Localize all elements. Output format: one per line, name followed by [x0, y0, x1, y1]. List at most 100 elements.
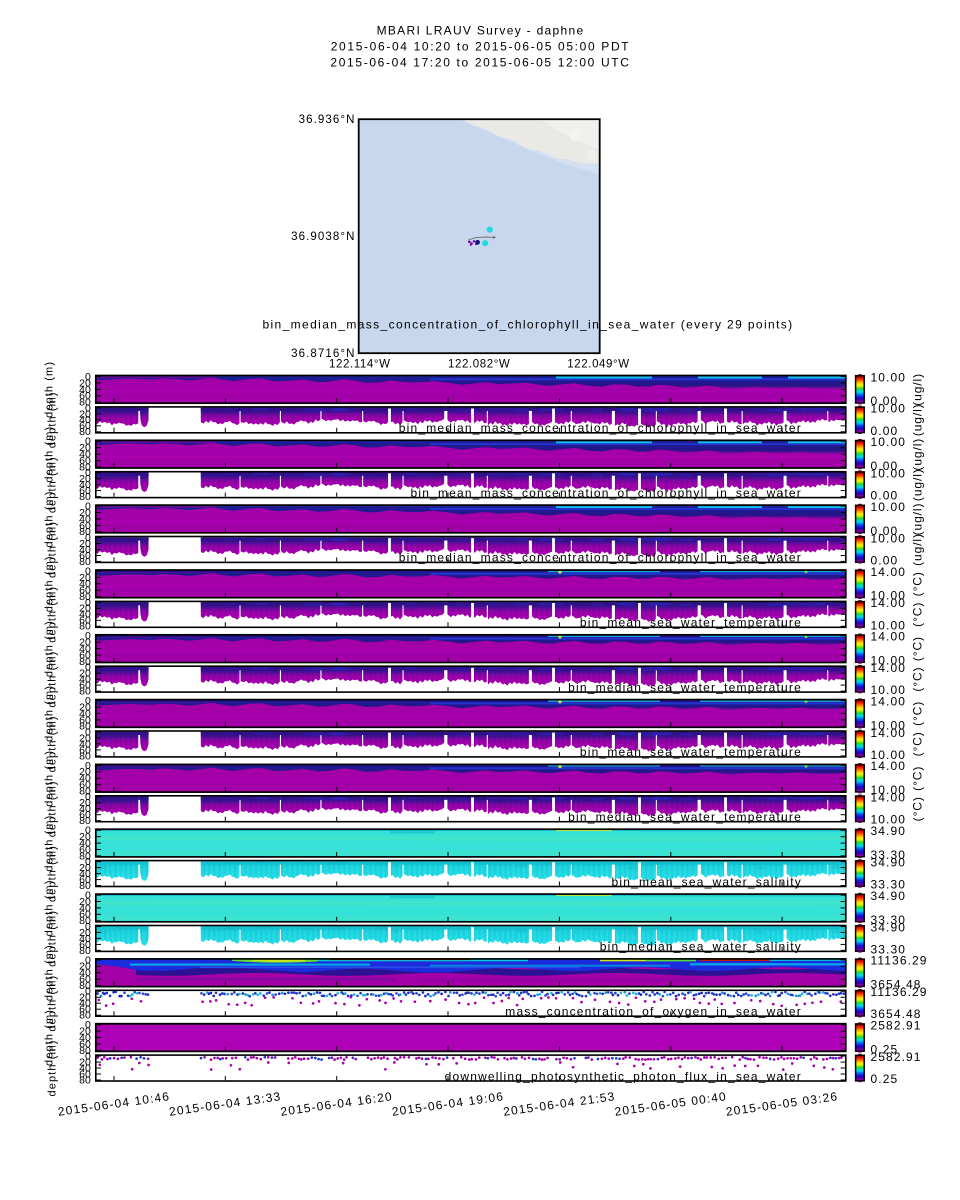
svg-text:10.00: 10.00 — [871, 589, 907, 603]
svg-text:bin_median_sea_water_salinity: bin_median_sea_water_salinity — [600, 940, 802, 954]
svg-text:34.90: 34.90 — [871, 824, 907, 838]
svg-text:40: 40 — [79, 479, 91, 491]
svg-text:60: 60 — [79, 939, 91, 951]
svg-text:bin_median_sea_water_temperatu: bin_median_sea_water_temperature — [568, 810, 802, 824]
svg-text:depth (m): depth (m) — [44, 815, 56, 872]
svg-text:MBARI LRAUV Survey - daphne: MBARI LRAUV Survey - daphne — [377, 24, 585, 38]
svg-text:0.00: 0.00 — [871, 489, 899, 503]
svg-text:0: 0 — [85, 630, 91, 642]
svg-text:40: 40 — [79, 544, 91, 556]
svg-text:20: 20 — [79, 732, 91, 744]
svg-text:depth (m): depth (m) — [47, 651, 59, 708]
svg-text:0: 0 — [85, 954, 91, 966]
svg-text:0.00: 0.00 — [871, 524, 899, 538]
svg-text:60: 60 — [79, 550, 91, 562]
svg-text:depth (m): depth (m) — [47, 845, 59, 902]
svg-text:10.00: 10.00 — [871, 467, 907, 481]
svg-text:(°C): (°C) — [911, 602, 925, 627]
svg-text:bin_mean_sea_water_salinity: bin_mean_sea_water_salinity — [612, 875, 803, 889]
svg-text:20: 20 — [79, 572, 91, 584]
svg-text:20: 20 — [79, 896, 91, 908]
svg-text:0: 0 — [85, 856, 91, 868]
svg-text:bin_mean_sea_water_temperature: bin_mean_sea_water_temperature — [580, 745, 802, 759]
svg-text:60: 60 — [79, 420, 91, 432]
svg-text:40: 40 — [79, 773, 91, 785]
svg-text:bin_median_mass_concentration_: bin_median_mass_concentration_of_chlorop… — [399, 551, 802, 565]
svg-text:60: 60 — [79, 520, 91, 532]
svg-text:depth (m): depth (m) — [47, 780, 59, 837]
svg-text:10.00: 10.00 — [871, 718, 907, 732]
svg-text:10.00: 10.00 — [871, 783, 907, 797]
svg-text:depth (m): depth (m) — [47, 456, 59, 513]
svg-text:(°C): (°C) — [911, 766, 925, 791]
svg-text:depth (m): depth (m) — [47, 521, 59, 578]
svg-text:14.00: 14.00 — [871, 630, 907, 644]
svg-text:0: 0 — [85, 402, 91, 414]
svg-text:2582.91: 2582.91 — [871, 1019, 922, 1033]
svg-text:40: 40 — [79, 708, 91, 720]
svg-text:depth (m): depth (m) — [44, 879, 56, 936]
svg-text:40: 40 — [79, 868, 91, 880]
svg-text:3654.48: 3654.48 — [871, 978, 922, 992]
svg-text:mass_concentration_of_oxygen_i: mass_concentration_of_oxygen_in_sea_wate… — [505, 1005, 802, 1019]
svg-text:20: 20 — [79, 1057, 91, 1069]
svg-text:0.00: 0.00 — [871, 394, 899, 408]
svg-text:80: 80 — [79, 491, 91, 503]
svg-text:20: 20 — [79, 668, 91, 680]
svg-text:80: 80 — [79, 786, 91, 798]
svg-text:0.25: 0.25 — [871, 1072, 899, 1086]
svg-text:(ug/l): (ug/l) — [911, 403, 925, 436]
svg-text:40: 40 — [79, 738, 91, 750]
svg-text:10.00: 10.00 — [871, 618, 907, 632]
svg-text:40: 40 — [79, 803, 91, 815]
svg-text:40: 40 — [79, 578, 91, 590]
svg-text:20: 20 — [79, 831, 91, 843]
svg-text:122.049°W: 122.049°W — [567, 359, 629, 371]
svg-text:0: 0 — [85, 532, 91, 544]
svg-text:40: 40 — [79, 933, 91, 945]
svg-text:80: 80 — [79, 461, 91, 473]
svg-text:0: 0 — [85, 1019, 91, 1031]
svg-text:0: 0 — [85, 760, 91, 772]
svg-text:80: 80 — [79, 556, 91, 568]
svg-text:36.9038°N: 36.9038°N — [291, 231, 355, 243]
svg-text:14.00: 14.00 — [871, 791, 907, 805]
svg-text:0.00: 0.00 — [871, 424, 899, 438]
svg-text:(ug/l): (ug/l) — [911, 468, 925, 501]
svg-text:0.25: 0.25 — [871, 1042, 899, 1056]
svg-text:40: 40 — [79, 414, 91, 426]
svg-text:0: 0 — [85, 662, 91, 674]
svg-text:2015-06-04 17:20 to 2015-06-: 2015-06-04 17:20 to 2015-06-05 12:00 UTC — [330, 56, 630, 70]
svg-text:80: 80 — [79, 1074, 91, 1086]
svg-text:10.00: 10.00 — [871, 531, 907, 545]
svg-text:60: 60 — [79, 874, 91, 886]
svg-text:depth (m): depth (m) — [44, 491, 56, 548]
svg-text:20: 20 — [79, 961, 91, 973]
svg-text:14.00: 14.00 — [871, 661, 907, 675]
svg-text:80: 80 — [79, 426, 91, 438]
svg-text:depth (m): depth (m) — [44, 361, 56, 418]
svg-text:10.00: 10.00 — [871, 654, 907, 668]
svg-text:60: 60 — [79, 585, 91, 597]
svg-text:80: 80 — [79, 980, 91, 992]
svg-text:33.30: 33.30 — [871, 878, 907, 892]
svg-text:80: 80 — [79, 850, 91, 862]
svg-text:80: 80 — [79, 591, 91, 603]
svg-text:(°C): (°C) — [911, 571, 925, 596]
svg-text:(°C): (°C) — [911, 667, 925, 692]
svg-text:11136.29: 11136.29 — [871, 985, 928, 999]
svg-text:20: 20 — [79, 442, 91, 454]
svg-text:80: 80 — [79, 621, 91, 633]
svg-text:10.00: 10.00 — [871, 748, 907, 762]
svg-text:(°C): (°C) — [911, 731, 925, 756]
svg-text:(°C): (°C) — [911, 796, 925, 821]
svg-text:20: 20 — [79, 766, 91, 778]
svg-text:60: 60 — [79, 744, 91, 756]
svg-text:80: 80 — [79, 945, 91, 957]
svg-text:80: 80 — [79, 1045, 91, 1057]
svg-text:depth (m): depth (m) — [47, 586, 59, 643]
svg-text:34.90: 34.90 — [871, 855, 907, 869]
svg-text:60: 60 — [79, 485, 91, 497]
svg-text:60: 60 — [79, 650, 91, 662]
svg-text:40: 40 — [79, 384, 91, 396]
